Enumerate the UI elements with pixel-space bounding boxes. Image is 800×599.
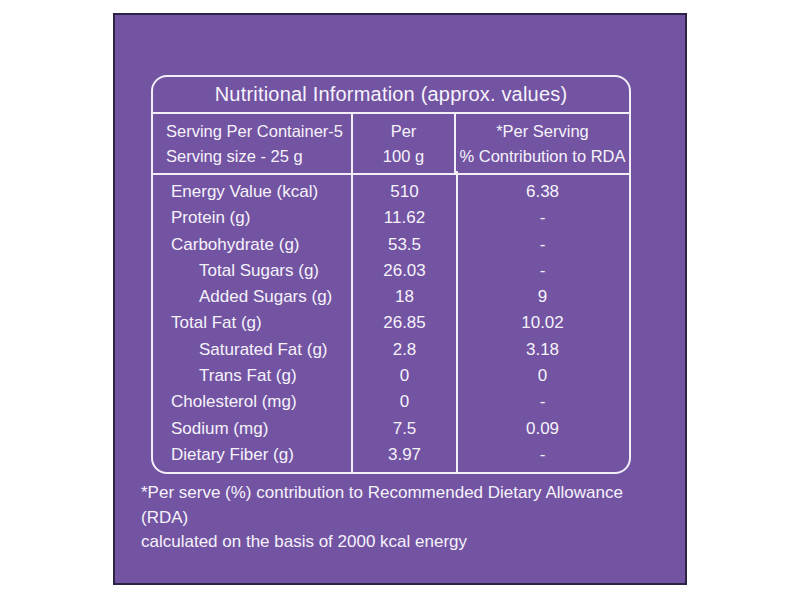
per-100g-value: 0 — [353, 389, 456, 415]
per-100g-value: 2.8 — [353, 337, 456, 363]
per-100g-value: 18 — [353, 284, 456, 310]
nutrient-name: Total Fat (g) — [153, 310, 353, 336]
nutrient-name: Added Sugars (g) — [153, 284, 353, 310]
header-per-serving-rda: *Per Serving % Contribution to RDA — [456, 114, 629, 173]
rda-value: 6.38 — [456, 179, 629, 205]
rda-value: - — [456, 442, 629, 468]
per-100g-value: 7.5 — [353, 415, 456, 441]
nutrient-name: Dietary Fiber (g) — [153, 442, 353, 468]
rda-value: - — [456, 232, 629, 258]
table-row: Energy Value (kcal) 510 6.38 — [153, 179, 629, 205]
rda-value: 0 — [456, 363, 629, 389]
rda-value: 9 — [456, 284, 629, 310]
nutrient-name: Energy Value (kcal) — [153, 179, 353, 205]
table-row: Sodium (mg) 7.5 0.09 — [153, 415, 629, 441]
rda-value: 3.18 — [456, 337, 629, 363]
per-serving-text: *Per Serving — [456, 121, 629, 142]
per-100g-value: 0 — [353, 363, 456, 389]
serving-size-text: Serving size - 25 g — [166, 146, 351, 167]
label-panel: Nutritional Information (approx. values)… — [113, 13, 687, 585]
rda-contribution-text: % Contribution to RDA — [456, 146, 629, 167]
nutrient-name: Sodium (mg) — [153, 415, 353, 441]
footnote-line-2: calculated on the basis of 2000 kcal ene… — [141, 530, 665, 555]
table-row: Saturated Fat (g) 2.8 3.18 — [153, 337, 629, 363]
table-row: Carbohydrate (g) 53.5 - — [153, 232, 629, 258]
per-100g-text: 100 g — [353, 146, 454, 167]
table-body: Energy Value (kcal) 510 6.38 Protein (g)… — [153, 175, 629, 472]
nutrient-name: Protein (g) — [153, 205, 353, 231]
rda-footnote: *Per serve (%) contribution to Recommend… — [141, 481, 665, 555]
page-background: Nutritional Information (approx. values)… — [0, 0, 800, 599]
table-row: Dietary Fiber (g) 3.97 - — [153, 442, 629, 468]
per-100g-value: 26.03 — [353, 258, 456, 284]
footnote-line-1: *Per serve (%) contribution to Recommend… — [141, 481, 665, 530]
per-100g-value: 3.97 — [353, 442, 456, 468]
per-100g-value: 53.5 — [353, 232, 456, 258]
table-row: Trans Fat (g) 0 0 — [153, 363, 629, 389]
header-serving-info: Serving Per Container-5 Serving size - 2… — [153, 114, 353, 173]
nutrient-name: Saturated Fat (g) — [153, 337, 353, 363]
rda-value: - — [456, 205, 629, 231]
nutrition-table: Nutritional Information (approx. values)… — [151, 75, 631, 474]
table-row: Added Sugars (g) 18 9 — [153, 284, 629, 310]
rda-value: 0.09 — [456, 415, 629, 441]
per-100g-value: 26.85 — [353, 310, 456, 336]
nutrient-name: Carbohydrate (g) — [153, 232, 353, 258]
column-divider — [456, 171, 458, 474]
table-row: Total Sugars (g) 26.03 - — [153, 258, 629, 284]
per-text: Per — [353, 121, 454, 142]
column-divider — [351, 171, 353, 474]
table-row: Protein (g) 11.62 - — [153, 205, 629, 231]
rda-value: - — [456, 389, 629, 415]
serving-per-container-text: Serving Per Container-5 — [166, 121, 351, 142]
header-per-100g: Per 100 g — [353, 114, 456, 173]
nutrient-name: Trans Fat (g) — [153, 363, 353, 389]
per-100g-value: 11.62 — [353, 205, 456, 231]
table-title: Nutritional Information (approx. values) — [153, 77, 629, 114]
table-row: Total Fat (g) 26.85 10.02 — [153, 310, 629, 336]
table-row: Cholesterol (mg) 0 - — [153, 389, 629, 415]
nutrient-name: Total Sugars (g) — [153, 258, 353, 284]
rda-value: - — [456, 258, 629, 284]
per-100g-value: 510 — [353, 179, 456, 205]
table-header: Serving Per Container-5 Serving size - 2… — [153, 114, 629, 175]
rda-value: 10.02 — [456, 310, 629, 336]
nutrient-name: Cholesterol (mg) — [153, 389, 353, 415]
